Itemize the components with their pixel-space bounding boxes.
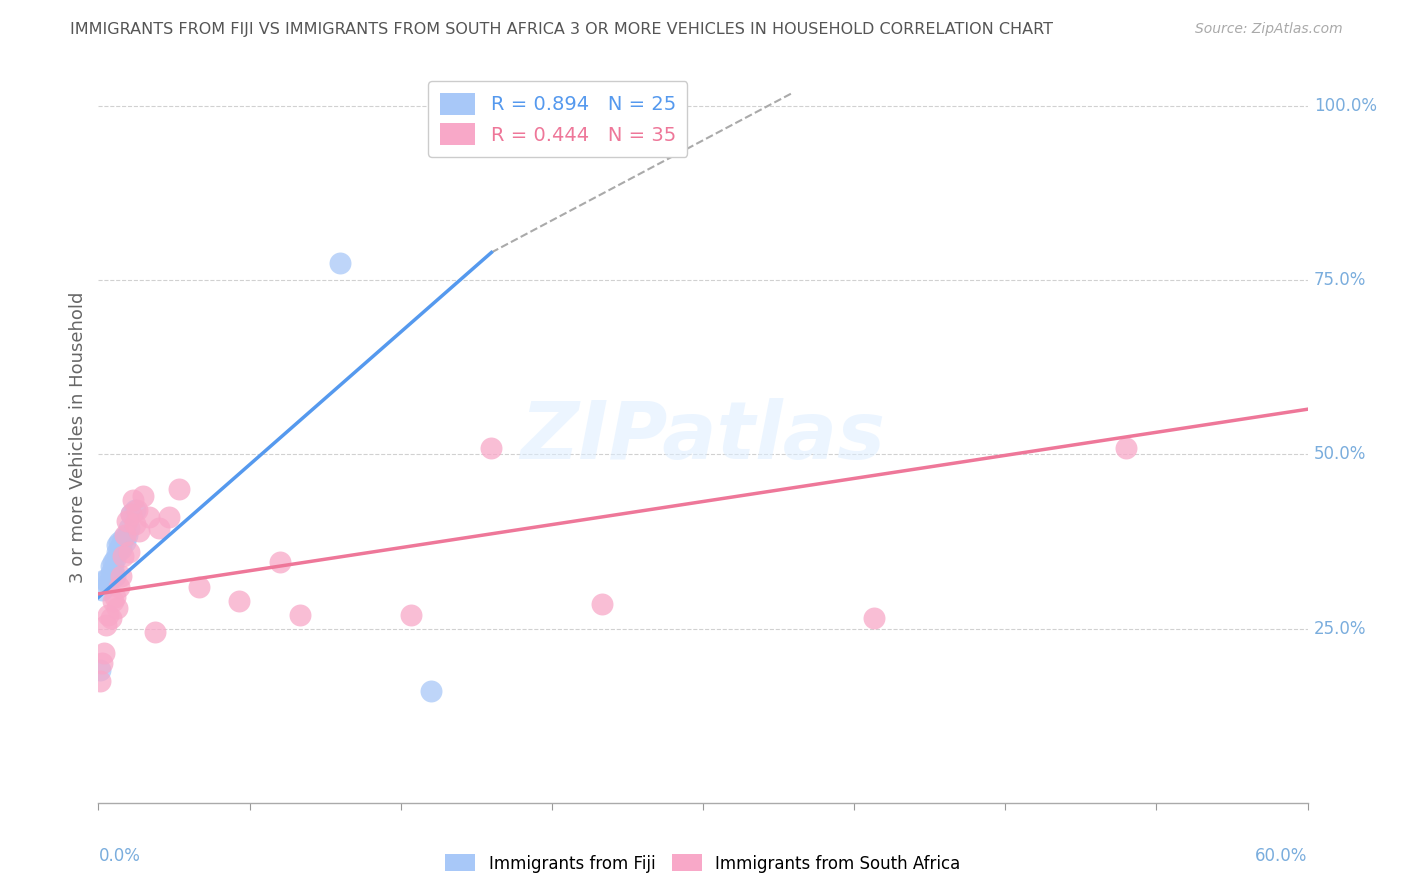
Point	[128, 524, 150, 538]
Point	[107, 580, 129, 594]
Point	[143, 625, 166, 640]
Text: Source: ZipAtlas.com: Source: ZipAtlas.com	[1195, 22, 1343, 37]
Point	[91, 583, 114, 598]
Point	[288, 607, 311, 622]
Point	[103, 569, 125, 583]
Point	[96, 573, 118, 587]
Point	[188, 580, 211, 594]
Point	[167, 483, 190, 497]
Point	[118, 521, 141, 535]
Point	[114, 534, 136, 549]
Point	[121, 492, 143, 507]
Point	[110, 538, 132, 552]
Point	[419, 684, 441, 698]
Text: 100.0%: 100.0%	[1313, 97, 1376, 115]
Point	[124, 503, 146, 517]
Point	[114, 527, 136, 541]
Point	[101, 594, 124, 608]
Point	[863, 611, 886, 625]
Point	[89, 664, 111, 678]
Point	[105, 538, 128, 552]
Point	[93, 646, 115, 660]
Point	[93, 573, 115, 587]
Point	[1115, 441, 1137, 455]
Point	[97, 607, 120, 622]
Point	[100, 558, 122, 573]
Text: 60.0%: 60.0%	[1256, 847, 1308, 864]
Text: 25.0%: 25.0%	[1313, 620, 1367, 638]
Point	[110, 569, 132, 583]
Legend: Immigrants from Fiji, Immigrants from South Africa: Immigrants from Fiji, Immigrants from So…	[439, 847, 967, 880]
Point	[89, 673, 111, 688]
Point	[107, 541, 129, 556]
Point	[148, 521, 170, 535]
Legend: R = 0.894   N = 25, R = 0.444   N = 35: R = 0.894 N = 25, R = 0.444 N = 35	[429, 81, 688, 157]
Point	[120, 507, 142, 521]
Point	[228, 594, 250, 608]
Point	[125, 503, 148, 517]
Point	[105, 545, 128, 559]
Point	[329, 256, 352, 270]
Text: 50.0%: 50.0%	[1313, 445, 1367, 464]
Point	[96, 618, 118, 632]
Point	[269, 556, 291, 570]
Point	[107, 534, 129, 549]
Point	[105, 600, 128, 615]
Point	[101, 562, 124, 576]
Y-axis label: 3 or more Vehicles in Household: 3 or more Vehicles in Household	[69, 292, 87, 582]
Point	[103, 552, 125, 566]
Text: ZIPatlas: ZIPatlas	[520, 398, 886, 476]
Point	[138, 510, 160, 524]
Point	[118, 545, 141, 559]
Point	[120, 507, 142, 521]
Point	[103, 591, 125, 605]
Point	[481, 441, 503, 455]
Point	[115, 514, 138, 528]
Point	[591, 597, 613, 611]
Point	[157, 510, 180, 524]
Point	[97, 576, 120, 591]
Point	[101, 556, 124, 570]
Point	[110, 541, 132, 556]
Point	[124, 517, 146, 532]
Point	[399, 607, 422, 622]
Point	[91, 657, 114, 671]
Point	[100, 566, 122, 580]
Point	[111, 531, 134, 545]
Text: 0.0%: 0.0%	[98, 847, 141, 864]
Point	[115, 527, 138, 541]
Point	[100, 611, 122, 625]
Point	[111, 549, 134, 563]
Point	[132, 489, 155, 503]
Text: IMMIGRANTS FROM FIJI VS IMMIGRANTS FROM SOUTH AFRICA 3 OR MORE VEHICLES IN HOUSE: IMMIGRANTS FROM FIJI VS IMMIGRANTS FROM …	[70, 22, 1053, 37]
Text: 75.0%: 75.0%	[1313, 271, 1367, 289]
